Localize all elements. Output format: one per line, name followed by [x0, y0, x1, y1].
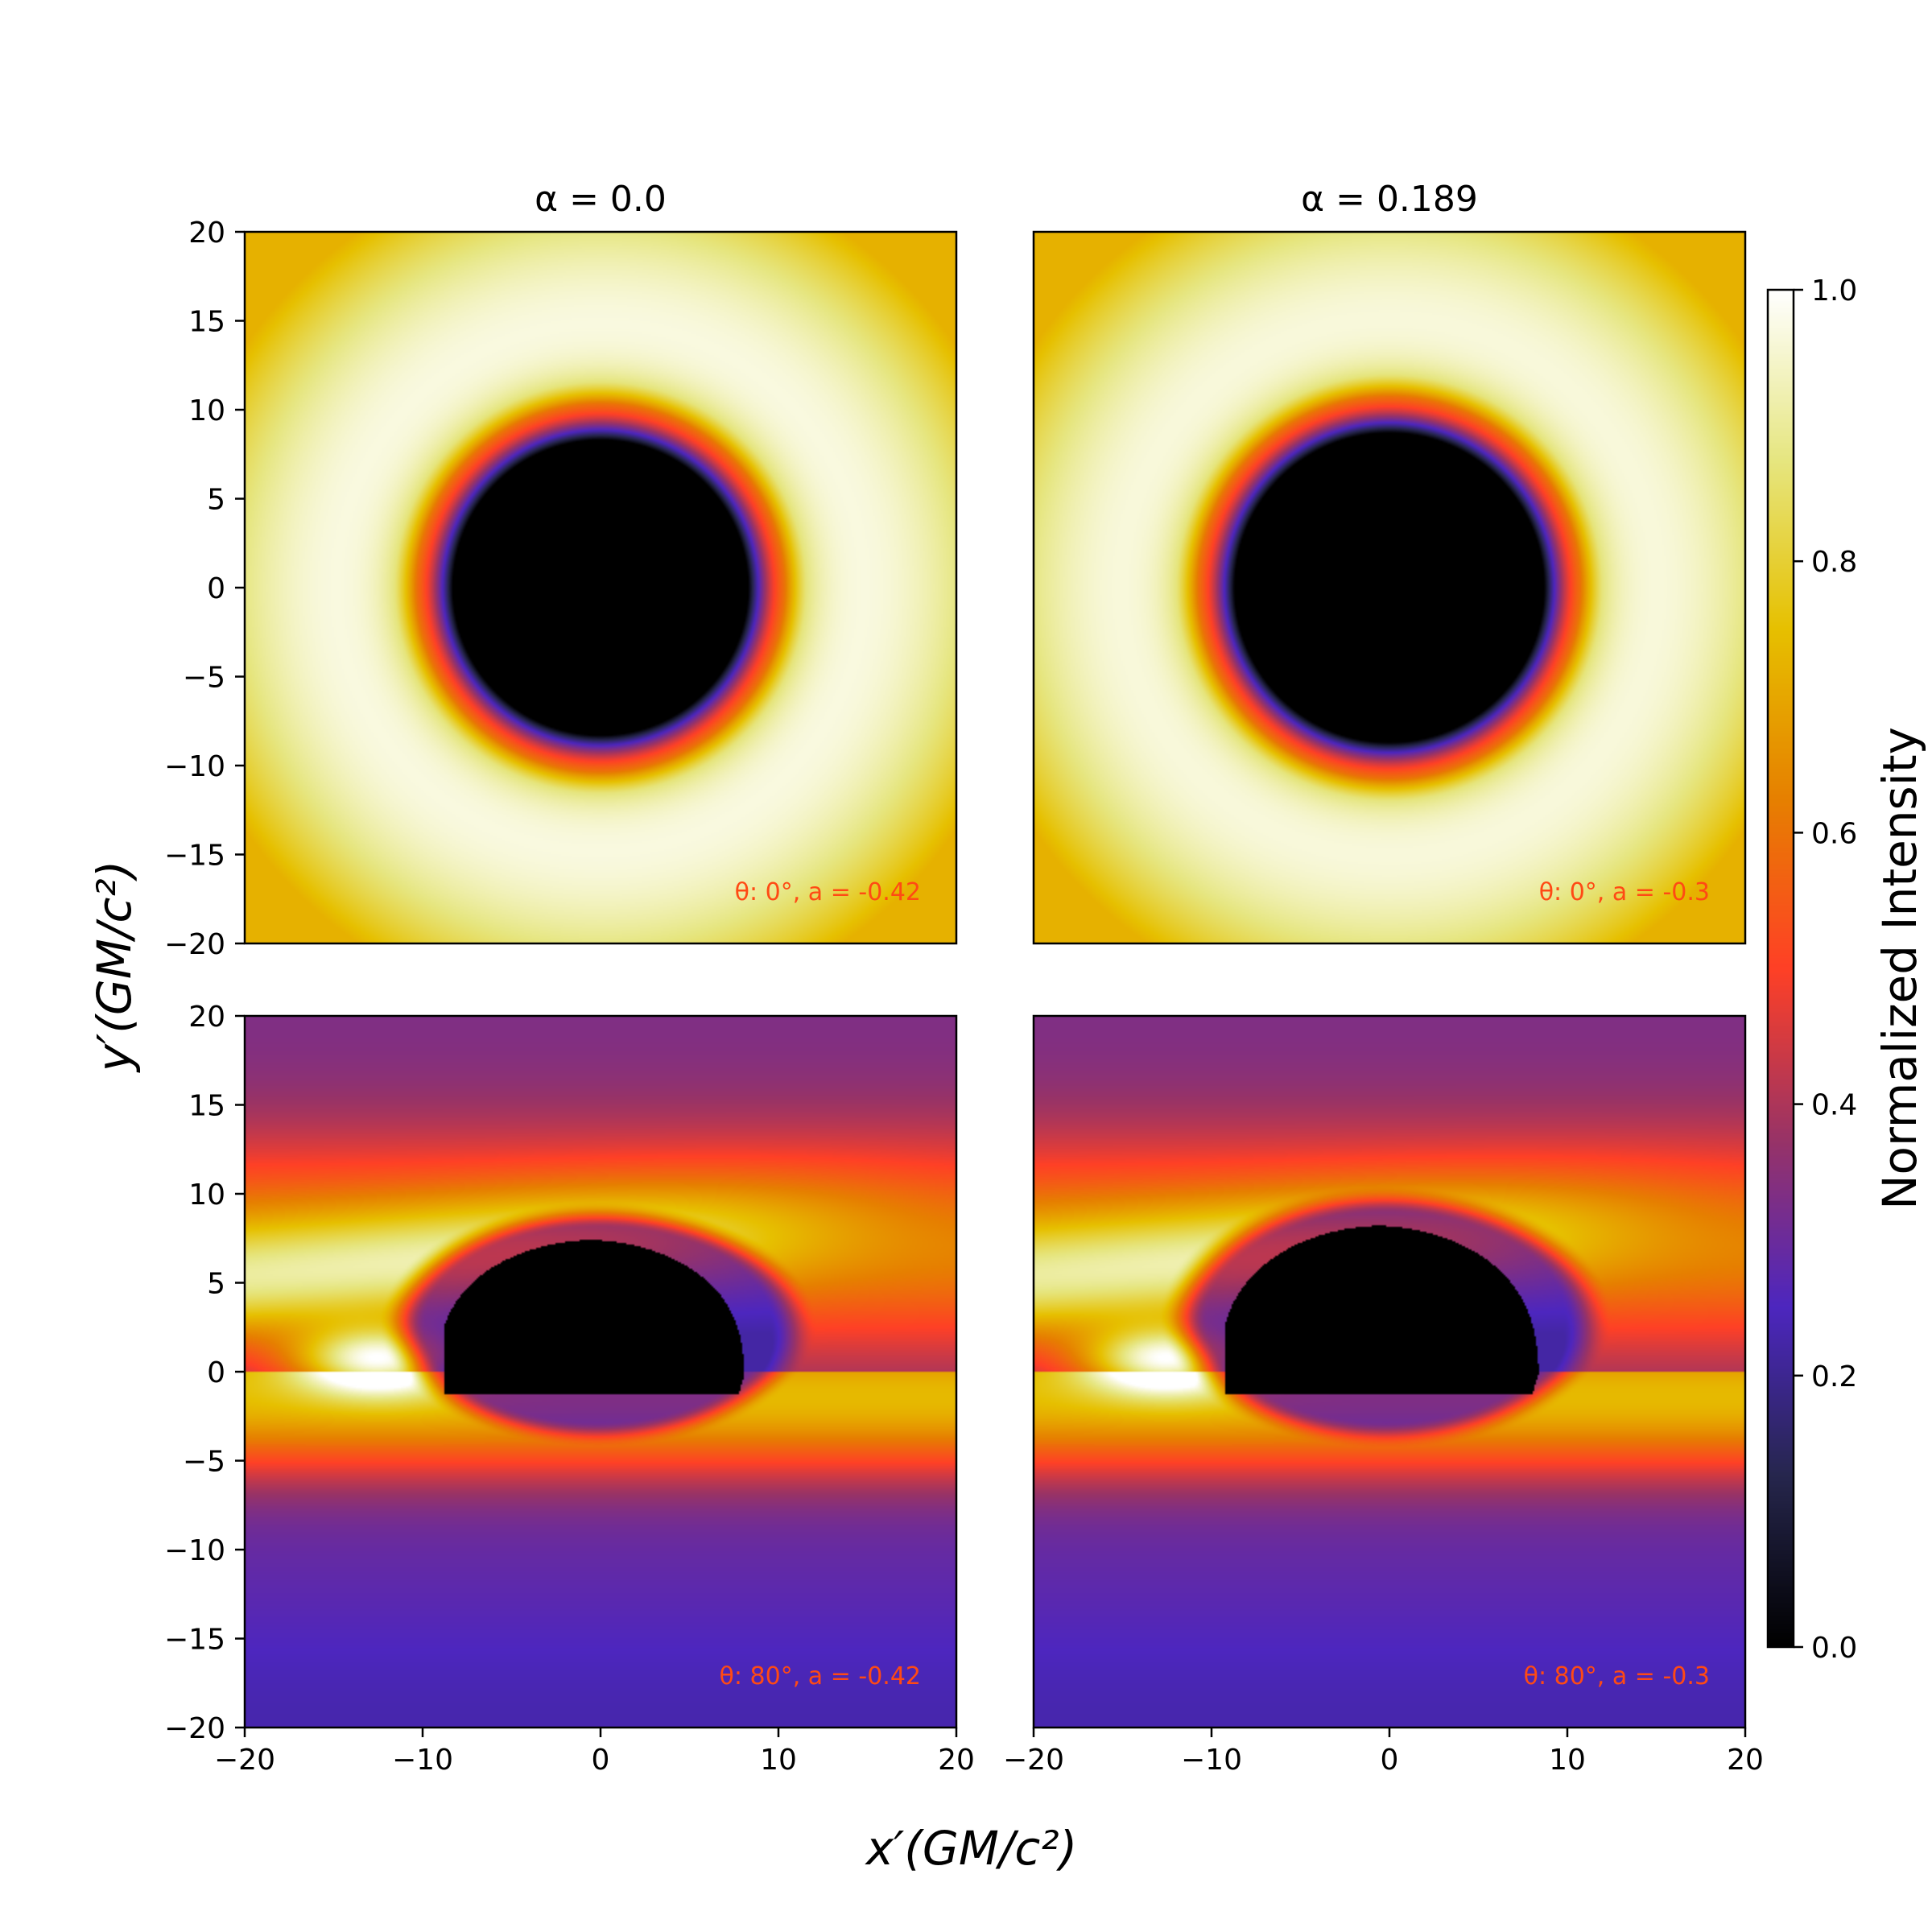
colorbar-tick-label: 0.2 [1811, 1360, 1857, 1393]
x-ticks: −20 −10 0 10 20 [1003, 1728, 1764, 1777]
colorbar-gradient [1768, 290, 1794, 1647]
x-tick-label: −20 [1003, 1744, 1064, 1777]
colorbar-tick-label: 0.0 [1811, 1632, 1857, 1665]
x-tick-label: 10 [1549, 1744, 1586, 1777]
y-ticks: −20 −15 −10 −5 0 5 10 15 20 [164, 1001, 245, 1745]
y-tick-label: −20 [164, 928, 225, 961]
x-axis-label: x′(GM/c²) [865, 1821, 1077, 1876]
x-tick-label: 20 [1727, 1744, 1764, 1777]
x-tick-label: −20 [214, 1744, 275, 1777]
y-tick-label: 0 [207, 572, 225, 605]
heatmap-image [245, 232, 956, 943]
y-tick-label: −20 [164, 1712, 225, 1745]
column-title-right: α = 0.189 [1301, 179, 1478, 220]
y-tick-label: −10 [164, 1534, 225, 1567]
heatmap-image [1034, 232, 1745, 943]
y-tick-label: 0 [207, 1356, 225, 1389]
y-tick-label: 5 [207, 1268, 225, 1301]
x-tick-label: 10 [760, 1744, 797, 1777]
y-tick-label: −5 [183, 1446, 225, 1479]
colorbar: 0.0 0.2 0.4 0.6 0.8 1.0 Normalized Intensity [1766, 275, 1927, 1665]
y-ticks: −20 −15 −10 −5 0 5 10 15 20 [164, 217, 245, 961]
y-tick-label: 15 [188, 1090, 225, 1123]
y-tick-label: −15 [164, 1624, 225, 1657]
colorbar-tick-label: 0.4 [1811, 1089, 1857, 1122]
y-tick-label: 10 [188, 1179, 225, 1212]
y-tick-label: −15 [164, 840, 225, 873]
column-title-left: α = 0.0 [535, 179, 667, 220]
y-tick-label: 20 [188, 1001, 225, 1034]
y-tick-label: 20 [188, 217, 225, 250]
panel-top-left: −20 −15 −10 −5 0 5 10 15 20 θ: 0°, a = -0.42 [164, 217, 958, 961]
y-tick-label: 15 [188, 306, 225, 339]
panel-annotation: θ: 80°, a = -0.42 [720, 1662, 921, 1690]
axes-frame [243, 1014, 958, 1729]
colorbar-tick-label: 0.8 [1811, 546, 1857, 579]
y-axis-label: y′(GM/c²) [87, 861, 142, 1073]
y-tick-label: −5 [183, 662, 225, 695]
x-tick-label: −10 [1181, 1744, 1242, 1777]
panel-bottom-right: −20 −10 0 10 20 θ: 80°, a = -0.3 [1003, 1014, 1764, 1777]
panel-bottom-left: −20 −15 −10 −5 0 5 10 15 20 −20 −10 0 10 20 θ: 80°, … [164, 1001, 975, 1777]
axes-frame [1032, 230, 1747, 945]
panel-annotation: θ: 0°, a = -0.42 [735, 878, 921, 906]
x-tick-label: 0 [1381, 1744, 1399, 1777]
y-tick-label: −10 [164, 750, 225, 783]
heatmap-image [245, 1016, 956, 1728]
colorbar-ticks: 0.0 0.2 0.4 0.6 0.8 1.0 [1794, 275, 1857, 1665]
x-tick-label: 20 [938, 1744, 975, 1777]
y-tick-label: 10 [188, 394, 225, 427]
x-ticks: −20 −10 0 10 20 [214, 1728, 975, 1777]
colorbar-frame [1766, 288, 1795, 1649]
y-tick-label: 5 [207, 484, 225, 517]
x-tick-label: −10 [392, 1744, 453, 1777]
x-tick-label: 0 [592, 1744, 610, 1777]
colorbar-tick-label: 0.6 [1811, 817, 1857, 850]
colorbar-label: Normalized Intensity [1872, 727, 1927, 1210]
panel-top-right: θ: 0°, a = -0.3 [1032, 230, 1747, 945]
panel-annotation: θ: 0°, a = -0.3 [1539, 878, 1710, 906]
colorbar-tick-label: 1.0 [1811, 275, 1857, 308]
heatmap-image [1034, 1016, 1745, 1728]
axes-frame [1032, 1014, 1747, 1729]
panel-annotation: θ: 80°, a = -0.3 [1524, 1662, 1710, 1690]
